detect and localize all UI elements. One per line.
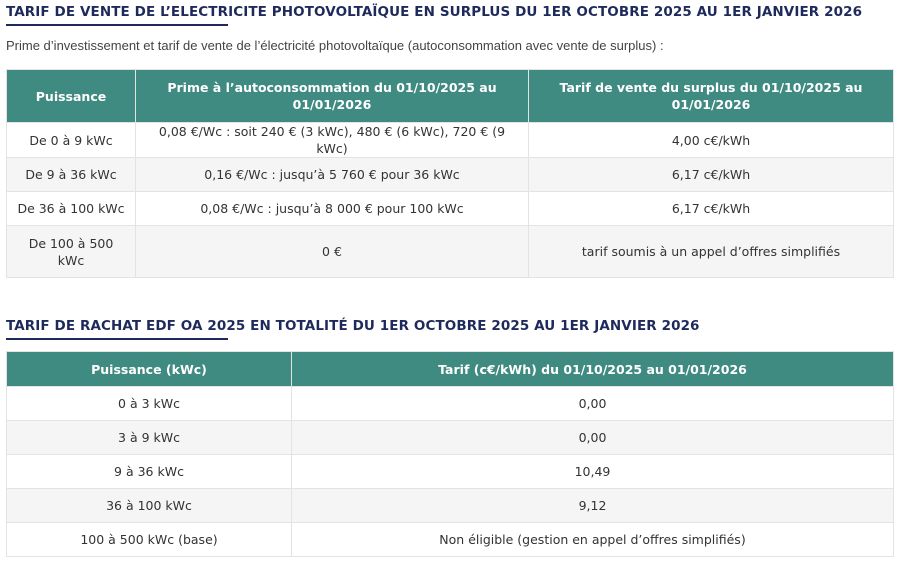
cell-puissance: 3 à 9 kWc [6,420,292,455]
table-row: De 100 à 500 kWc 0 € tarif soumis à un a… [6,225,894,278]
table-row: 3 à 9 kWc 0,00 [6,420,894,455]
intro-text: Prime d’investissement et tarif de vente… [6,38,664,53]
table-row: 36 à 100 kWc 9,12 [6,488,894,523]
cell-puissance: 36 à 100 kWc [6,488,292,523]
cell-puissance: De 36 à 100 kWc [6,191,136,226]
table-header-row: Puissance Prime à l’autoconsommation du … [6,69,894,123]
column-header-prime: Prime à l’autoconsommation du 01/10/2025… [135,69,529,123]
column-header-tarif-surplus: Tarif de vente du surplus du 01/10/2025 … [528,69,894,123]
cell-prime: 0,08 €/Wc : soit 240 € (3 kWc), 480 € (6… [135,122,529,158]
title-underline [6,338,228,340]
column-header-puissance-kwc: Puissance (kWc) [6,351,292,387]
cell-puissance: 0 à 3 kWc [6,386,292,421]
cell-tarif: 4,00 c€/kWh [528,122,894,158]
table-row: 9 à 36 kWc 10,49 [6,454,894,489]
cell-puissance: 9 à 36 kWc [6,454,292,489]
section-title-totalite: TARIF DE RACHAT EDF OA 2025 EN TOTALITÉ … [6,318,700,334]
table-row: De 0 à 9 kWc 0,08 €/Wc : soit 240 € (3 k… [6,122,894,158]
column-header-puissance: Puissance [6,69,136,123]
cell-tarif: 6,17 c€/kWh [528,191,894,226]
cell-puissance: De 0 à 9 kWc [6,122,136,158]
totalite-tariff-table: Puissance (kWc) Tarif (c€/kWh) du 01/10/… [6,351,894,557]
cell-prime: 0,08 €/Wc : jusqu’à 8 000 € pour 100 kWc [135,191,529,226]
table-row: De 9 à 36 kWc 0,16 €/Wc : jusqu’à 5 760 … [6,157,894,192]
table-row: 0 à 3 kWc 0,00 [6,386,894,421]
cell-tarif: 0,00 [291,386,894,421]
table-row: De 36 à 100 kWc 0,08 €/Wc : jusqu’à 8 00… [6,191,894,226]
cell-puissance: De 100 à 500 kWc [6,225,136,278]
table-row: 100 à 500 kWc (base) Non éligible (gesti… [6,522,894,557]
table-header-row: Puissance (kWc) Tarif (c€/kWh) du 01/10/… [6,351,894,387]
cell-puissance: De 9 à 36 kWc [6,157,136,192]
cell-tarif: tarif soumis à un appel d’offres simplif… [528,225,894,278]
surplus-tariff-table: Puissance Prime à l’autoconsommation du … [6,69,894,278]
cell-tarif: Non éligible (gestion en appel d’offres … [291,522,894,557]
cell-tarif: 6,17 c€/kWh [528,157,894,192]
cell-tarif: 10,49 [291,454,894,489]
section-title-surplus: TARIF DE VENTE DE L’ELECTRICITE PHOTOVOL… [6,4,863,20]
column-header-tarif: Tarif (c€/kWh) du 01/10/2025 au 01/01/20… [291,351,894,387]
cell-tarif: 9,12 [291,488,894,523]
cell-prime: 0,16 €/Wc : jusqu’à 5 760 € pour 36 kWc [135,157,529,192]
title-underline [6,24,228,26]
cell-puissance: 100 à 500 kWc (base) [6,522,292,557]
cell-tarif: 0,00 [291,420,894,455]
cell-prime: 0 € [135,225,529,278]
